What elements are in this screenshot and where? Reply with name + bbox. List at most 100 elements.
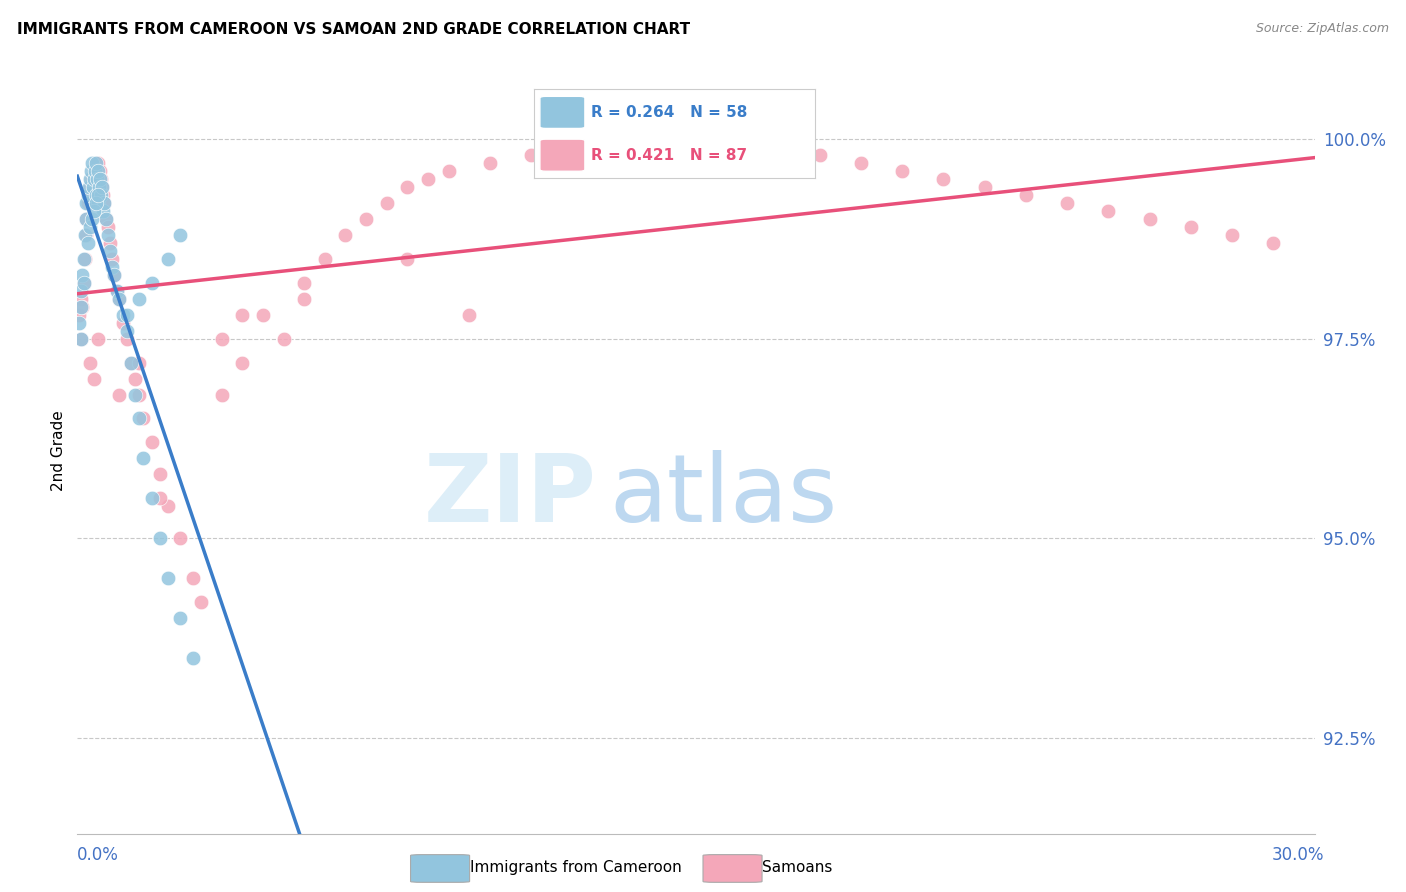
Point bbox=[1015, 187, 1038, 202]
Point bbox=[725, 140, 748, 154]
Point bbox=[111, 316, 134, 330]
Point bbox=[808, 148, 831, 162]
Point bbox=[79, 171, 101, 186]
Point bbox=[120, 355, 142, 369]
Point bbox=[79, 355, 101, 369]
Point bbox=[87, 179, 110, 194]
Point bbox=[76, 235, 98, 250]
Point bbox=[73, 252, 96, 266]
Point bbox=[107, 292, 129, 306]
Point bbox=[149, 491, 172, 506]
Point bbox=[75, 227, 97, 242]
Point bbox=[75, 211, 97, 226]
Point bbox=[103, 268, 125, 282]
Point bbox=[335, 227, 357, 242]
Point bbox=[1180, 219, 1202, 234]
Point bbox=[128, 292, 150, 306]
Text: atlas: atlas bbox=[609, 450, 838, 542]
Point bbox=[87, 163, 110, 178]
Text: R = 0.264   N = 58: R = 0.264 N = 58 bbox=[591, 105, 747, 120]
Point bbox=[77, 187, 100, 202]
Point bbox=[98, 244, 121, 258]
Point bbox=[273, 332, 295, 346]
Point bbox=[181, 571, 204, 585]
Point bbox=[79, 163, 101, 178]
Point bbox=[141, 276, 163, 290]
Point bbox=[416, 171, 439, 186]
Point bbox=[93, 195, 115, 210]
Point bbox=[644, 140, 666, 154]
Point bbox=[891, 163, 914, 178]
Point bbox=[80, 155, 103, 169]
Point bbox=[157, 571, 180, 585]
Point bbox=[69, 332, 91, 346]
Point bbox=[115, 324, 138, 338]
Point bbox=[292, 276, 315, 290]
Point bbox=[75, 211, 97, 226]
Point bbox=[1097, 203, 1119, 218]
Point bbox=[91, 203, 114, 218]
Point bbox=[849, 155, 872, 169]
Point bbox=[69, 284, 91, 298]
Point bbox=[149, 467, 172, 482]
Point bbox=[128, 387, 150, 401]
Point bbox=[169, 611, 191, 625]
Point bbox=[111, 308, 134, 322]
Point bbox=[157, 500, 180, 514]
Point bbox=[75, 195, 97, 210]
Point bbox=[169, 227, 191, 242]
Point bbox=[90, 171, 112, 186]
Point bbox=[96, 211, 118, 226]
Point bbox=[478, 155, 501, 169]
Point bbox=[87, 187, 110, 202]
Point bbox=[87, 332, 110, 346]
Point bbox=[115, 308, 138, 322]
Point bbox=[101, 252, 124, 266]
Point bbox=[1056, 195, 1078, 210]
Point bbox=[98, 235, 121, 250]
Point bbox=[211, 332, 233, 346]
Point bbox=[252, 308, 274, 322]
Point bbox=[89, 171, 111, 186]
Point bbox=[84, 155, 107, 169]
Point bbox=[132, 411, 155, 425]
Point bbox=[396, 252, 419, 266]
Point bbox=[83, 163, 105, 178]
Point bbox=[141, 491, 163, 506]
Point bbox=[107, 387, 129, 401]
Point bbox=[437, 163, 460, 178]
Point bbox=[375, 195, 398, 210]
Point bbox=[79, 171, 101, 186]
Point bbox=[70, 300, 93, 314]
Point bbox=[83, 163, 105, 178]
Point bbox=[72, 300, 94, 314]
Point bbox=[768, 140, 790, 154]
Point bbox=[83, 171, 105, 186]
Text: Immigrants from Cameroon: Immigrants from Cameroon bbox=[470, 860, 682, 875]
Point bbox=[87, 155, 110, 169]
Point bbox=[79, 219, 101, 234]
Point bbox=[124, 387, 146, 401]
Point bbox=[67, 316, 90, 330]
Point bbox=[86, 171, 108, 186]
Point bbox=[128, 355, 150, 369]
Point bbox=[82, 179, 104, 194]
Point bbox=[520, 148, 543, 162]
Point bbox=[73, 227, 96, 242]
Point bbox=[79, 179, 101, 194]
Point bbox=[1263, 235, 1285, 250]
Point bbox=[169, 532, 191, 546]
Text: 0.0%: 0.0% bbox=[77, 846, 120, 863]
FancyBboxPatch shape bbox=[703, 855, 762, 882]
Point bbox=[97, 227, 120, 242]
Text: R = 0.421   N = 87: R = 0.421 N = 87 bbox=[591, 148, 747, 162]
Point bbox=[292, 292, 315, 306]
Point bbox=[84, 195, 107, 210]
Point bbox=[84, 163, 107, 178]
Point bbox=[84, 187, 107, 202]
Point bbox=[354, 211, 377, 226]
Point bbox=[932, 171, 955, 186]
Point bbox=[72, 276, 94, 290]
Point bbox=[190, 595, 212, 609]
Point bbox=[120, 355, 142, 369]
